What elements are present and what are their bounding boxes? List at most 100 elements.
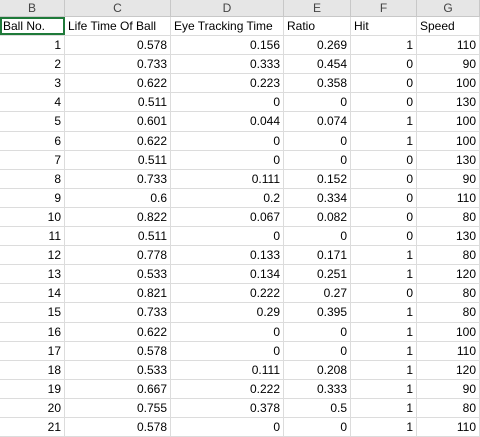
table-cell[interactable]: 3: [0, 74, 65, 93]
table-cell[interactable]: 0: [284, 417, 351, 437]
table-cell[interactable]: 0.074: [284, 112, 351, 131]
table-cell[interactable]: 1: [351, 417, 417, 437]
table-cell[interactable]: 0: [284, 93, 351, 112]
table-cell[interactable]: 0: [284, 131, 351, 150]
table-cell[interactable]: 0.333: [284, 379, 351, 398]
table-cell[interactable]: 0: [284, 341, 351, 360]
table-cell[interactable]: 0.511: [65, 227, 171, 246]
table-cell[interactable]: 100: [417, 131, 480, 150]
table-cell[interactable]: 0.511: [65, 150, 171, 169]
header-cell-life-time[interactable]: Life Time Of Ball: [65, 17, 171, 36]
table-cell[interactable]: 0.2: [171, 188, 284, 207]
table-cell[interactable]: 0: [171, 93, 284, 112]
table-cell[interactable]: 1: [351, 131, 417, 150]
column-header-c[interactable]: C: [65, 0, 171, 16]
table-cell[interactable]: 7: [0, 150, 65, 169]
table-cell[interactable]: 9: [0, 188, 65, 207]
header-cell-eye-tracking[interactable]: Eye Tracking Time: [171, 17, 284, 36]
table-cell[interactable]: 0.27: [284, 284, 351, 303]
table-cell[interactable]: 1: [351, 398, 417, 417]
table-cell[interactable]: 0.667: [65, 379, 171, 398]
table-cell[interactable]: 100: [417, 112, 480, 131]
table-cell[interactable]: 0.333: [171, 55, 284, 74]
table-cell[interactable]: 0.358: [284, 74, 351, 93]
table-cell[interactable]: 90: [417, 169, 480, 188]
table-cell[interactable]: 120: [417, 265, 480, 284]
table-cell[interactable]: 0.622: [65, 322, 171, 341]
table-cell[interactable]: 0: [351, 74, 417, 93]
table-cell[interactable]: 0.733: [65, 55, 171, 74]
table-cell[interactable]: 0: [351, 55, 417, 74]
table-cell[interactable]: 0.133: [171, 246, 284, 265]
table-cell[interactable]: 0.578: [65, 341, 171, 360]
table-cell[interactable]: 0.578: [65, 36, 171, 55]
table-cell[interactable]: 1: [351, 341, 417, 360]
table-cell[interactable]: 1: [351, 303, 417, 322]
table-cell[interactable]: 10: [0, 207, 65, 227]
table-cell[interactable]: 80: [417, 207, 480, 227]
table-cell[interactable]: 0.156: [171, 36, 284, 55]
table-cell[interactable]: 1: [351, 36, 417, 55]
table-cell[interactable]: 17: [0, 341, 65, 360]
table-cell[interactable]: 130: [417, 93, 480, 112]
table-cell[interactable]: 0.171: [284, 246, 351, 265]
header-cell-hit[interactable]: Hit: [351, 17, 417, 36]
table-cell[interactable]: 19: [0, 379, 65, 398]
table-cell[interactable]: 0.222: [171, 284, 284, 303]
table-cell[interactable]: 0: [351, 227, 417, 246]
table-cell[interactable]: 1: [351, 265, 417, 284]
table-cell[interactable]: 90: [417, 379, 480, 398]
table-cell[interactable]: 0: [171, 341, 284, 360]
header-cell-ratio[interactable]: Ratio: [284, 17, 351, 36]
table-cell[interactable]: 0.733: [65, 169, 171, 188]
header-cell-ball-no[interactable]: Ball No.: [0, 17, 65, 36]
table-cell[interactable]: 0: [351, 93, 417, 112]
table-cell[interactable]: 0.755: [65, 398, 171, 417]
table-cell[interactable]: 8: [0, 169, 65, 188]
table-cell[interactable]: 0: [171, 417, 284, 437]
table-cell[interactable]: 0.622: [65, 74, 171, 93]
table-cell[interactable]: 1: [351, 112, 417, 131]
table-cell[interactable]: 20: [0, 398, 65, 417]
table-cell[interactable]: 0.067: [171, 207, 284, 227]
table-cell[interactable]: 0.269: [284, 36, 351, 55]
table-cell[interactable]: 0.378: [171, 398, 284, 417]
table-cell[interactable]: 0.251: [284, 265, 351, 284]
table-cell[interactable]: 1: [351, 246, 417, 265]
table-cell[interactable]: 80: [417, 284, 480, 303]
table-cell[interactable]: 130: [417, 227, 480, 246]
table-cell[interactable]: 0: [351, 207, 417, 227]
table-cell[interactable]: 0.222: [171, 379, 284, 398]
table-cell[interactable]: 0.208: [284, 360, 351, 379]
table-cell[interactable]: 0: [171, 322, 284, 341]
table-cell[interactable]: 0.821: [65, 284, 171, 303]
table-cell[interactable]: 0.578: [65, 417, 171, 437]
table-cell[interactable]: 21: [0, 417, 65, 437]
table-cell[interactable]: 0.111: [171, 169, 284, 188]
table-cell[interactable]: 0.601: [65, 112, 171, 131]
table-cell[interactable]: 0: [284, 227, 351, 246]
table-cell[interactable]: 13: [0, 265, 65, 284]
table-cell[interactable]: 2: [0, 55, 65, 74]
column-header-f[interactable]: F: [351, 0, 417, 16]
table-cell[interactable]: 12: [0, 246, 65, 265]
table-cell[interactable]: 110: [417, 36, 480, 55]
column-header-e[interactable]: E: [284, 0, 351, 16]
table-cell[interactable]: 6: [0, 131, 65, 150]
table-cell[interactable]: 0.5: [284, 398, 351, 417]
table-cell[interactable]: 0.334: [284, 188, 351, 207]
table-cell[interactable]: 5: [0, 112, 65, 131]
table-cell[interactable]: 0.152: [284, 169, 351, 188]
table-cell[interactable]: 11: [0, 227, 65, 246]
table-cell[interactable]: 0.511: [65, 93, 171, 112]
table-cell[interactable]: 1: [351, 379, 417, 398]
table-cell[interactable]: 4: [0, 93, 65, 112]
table-cell[interactable]: 0: [284, 150, 351, 169]
table-cell[interactable]: 0.6: [65, 188, 171, 207]
table-cell[interactable]: 14: [0, 284, 65, 303]
table-cell[interactable]: 90: [417, 55, 480, 74]
table-cell[interactable]: 110: [417, 417, 480, 437]
table-cell[interactable]: 0: [171, 131, 284, 150]
column-header-b[interactable]: B: [0, 0, 65, 16]
column-header-g[interactable]: G: [417, 0, 480, 16]
